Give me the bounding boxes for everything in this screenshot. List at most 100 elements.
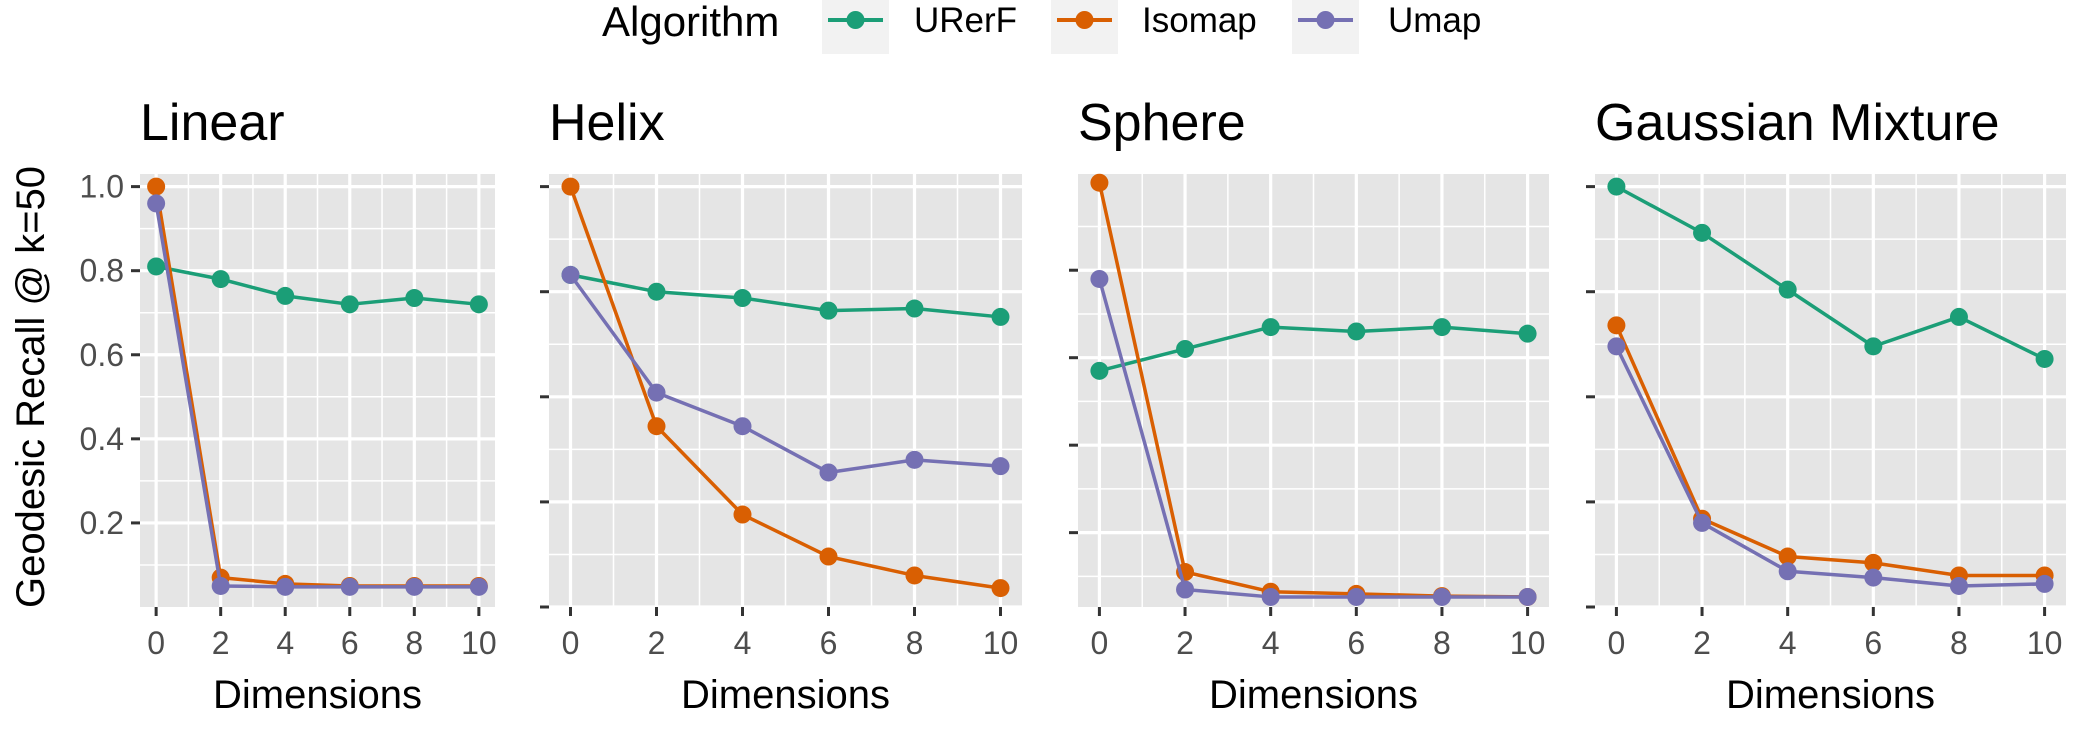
panel-helix: Helix 0 2 4 6 8 10 Dimensions <box>540 94 1022 717</box>
series-line-umap <box>1097 278 1528 599</box>
panel-title: Linear <box>140 94 285 152</box>
data-point-urerf <box>1778 280 1797 299</box>
x-tick-label: 0 <box>147 625 165 661</box>
data-point-urerf <box>1864 337 1883 356</box>
x-tick-label: 8 <box>405 625 423 661</box>
x-axis-label: Dimensions <box>681 673 890 717</box>
x-tick-label: 0 <box>562 625 580 661</box>
data-point-urerf <box>1518 324 1537 343</box>
series-line-umap <box>1614 345 2045 588</box>
data-point-urerf <box>2035 349 2054 368</box>
x-tick-label: 2 <box>1176 625 1194 661</box>
legend-entry-isomap: Isomap <box>1051 0 1257 54</box>
x-tick-label: 6 <box>1864 625 1882 661</box>
data-point-isomap <box>905 566 924 585</box>
data-point-umap <box>1090 269 1109 288</box>
panel-title: Gaussian Mixture <box>1595 94 2000 152</box>
series-line-isomap <box>568 186 1001 590</box>
data-point-urerf <box>733 289 752 308</box>
x-axis-label: Dimensions <box>213 673 422 717</box>
data-point-umap <box>561 265 580 284</box>
data-point-umap <box>1261 587 1280 606</box>
panel-linear: Linear 0.2 0.4 0.6 0.8 1.0 0 2 4 6 8 10 Dimensions <box>80 94 497 717</box>
data-point-urerf <box>211 270 230 289</box>
legend-label-isomap: Isomap <box>1142 1 1257 40</box>
data-point-umap <box>1518 587 1537 606</box>
data-point-urerf <box>1432 318 1451 337</box>
legend: Algorithm URerF Isomap Umap <box>602 0 1481 54</box>
y-tick-label: 0.4 <box>80 421 124 457</box>
series-line-urerf <box>570 273 1001 319</box>
data-point-isomap <box>147 177 166 196</box>
series-line-urerf <box>1098 325 1528 373</box>
data-point-urerf <box>1607 177 1626 196</box>
data-point-umap <box>1176 580 1195 599</box>
data-point-umap <box>1347 587 1366 606</box>
x-tick-label: 10 <box>1510 625 1546 661</box>
data-point-urerf <box>1261 318 1280 337</box>
data-point-isomap <box>991 579 1010 598</box>
data-point-urerf <box>819 301 838 320</box>
x-tick-label: 8 <box>1433 625 1451 661</box>
legend-marker-umap <box>1316 11 1335 29</box>
data-point-umap <box>1432 587 1451 606</box>
x-tick-label: 2 <box>648 625 666 661</box>
data-point-isomap <box>647 417 666 436</box>
data-point-umap <box>2035 574 2054 593</box>
x-tick-label: 6 <box>1347 625 1365 661</box>
data-point-umap <box>819 463 838 482</box>
legend-label-urerf: URerF <box>914 1 1017 40</box>
data-point-urerf <box>1347 322 1366 341</box>
series-line-urerf <box>1615 185 2046 361</box>
x-tick-label: 8 <box>1950 625 1968 661</box>
data-point-isomap <box>561 177 580 196</box>
legend-marker-urerf <box>846 11 865 29</box>
series-line-umap <box>154 203 479 589</box>
data-point-isomap <box>1607 316 1626 335</box>
panel-title: Sphere <box>1078 94 1246 152</box>
x-tick-label: 8 <box>906 625 924 661</box>
x-tick-label: 2 <box>212 625 230 661</box>
x-tick-label: 10 <box>983 625 1019 661</box>
panel-title: Helix <box>549 94 665 152</box>
data-point-urerf <box>1176 339 1195 358</box>
data-point-urerf <box>905 299 924 318</box>
data-point-umap <box>1607 337 1626 356</box>
legend-label-umap: Umap <box>1388 1 1481 40</box>
x-tick-label: 6 <box>341 625 359 661</box>
x-tick-label: 4 <box>276 625 294 661</box>
data-point-urerf <box>340 295 359 314</box>
x-tick-label: 4 <box>734 625 752 661</box>
data-point-urerf <box>276 286 295 305</box>
y-tick-label: 0.6 <box>80 337 124 373</box>
data-point-isomap <box>1864 553 1883 572</box>
x-tick-label: 2 <box>1693 625 1711 661</box>
series-line-urerf <box>155 264 480 307</box>
data-point-umap <box>1778 562 1797 581</box>
y-tick-label: 1.0 <box>80 169 124 205</box>
panel-gaussian-mixture: Gaussian Mixture 0 2 4 6 8 10 Dimensions <box>1586 94 2066 717</box>
x-tick-label: 10 <box>2027 625 2063 661</box>
series-line-umap <box>569 273 1001 475</box>
data-point-isomap <box>1778 547 1797 566</box>
panel-sphere: Sphere 0 2 4 6 8 10 Dimensions <box>1069 94 1549 717</box>
x-tick-label: 10 <box>461 625 497 661</box>
data-point-urerf <box>647 282 666 301</box>
series-line-isomap <box>1614 324 2045 578</box>
x-axis-label: Dimensions <box>1209 673 1418 717</box>
x-tick-label: 0 <box>1608 625 1626 661</box>
x-tick-label: 4 <box>1779 625 1797 661</box>
data-point-umap <box>1949 576 1968 595</box>
data-point-urerf <box>1693 223 1712 242</box>
data-point-umap <box>733 417 752 436</box>
y-axis-label: Geodesic Recall @ k=50 <box>9 166 53 608</box>
legend-marker-isomap <box>1075 11 1094 29</box>
data-point-urerf <box>405 289 424 308</box>
x-tick-label: 6 <box>820 625 838 661</box>
y-tick-label: 0.8 <box>80 253 124 289</box>
data-point-urerf <box>147 257 166 276</box>
data-point-umap <box>405 577 424 596</box>
data-point-urerf <box>991 307 1010 326</box>
data-point-umap <box>147 194 166 213</box>
